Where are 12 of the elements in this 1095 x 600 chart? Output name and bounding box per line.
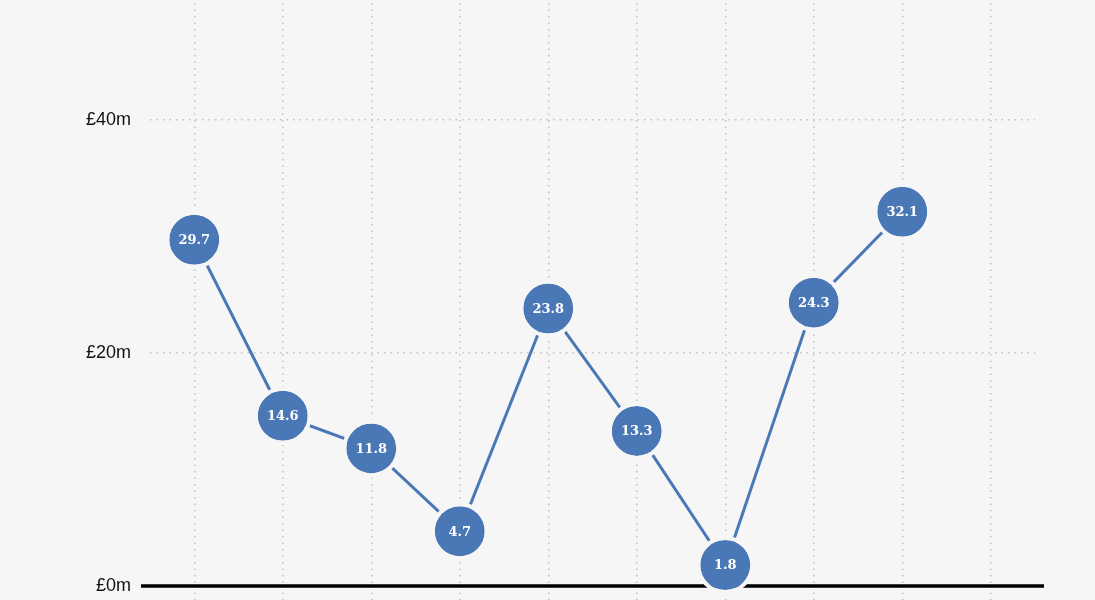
data-label: 1.8 [713,557,737,573]
y-tick-label: £40m [85,108,131,129]
data-label: 13.3 [620,423,653,439]
data-label: 11.8 [355,440,388,456]
data-label: 32.1 [886,204,919,220]
data-label: 4.7 [448,523,472,539]
data-label: 14.6 [266,408,299,424]
data-label: 29.7 [178,232,211,248]
y-tick-label: £0m [95,574,131,595]
data-label: 23.8 [532,300,565,316]
y-tick-label: £20m [85,341,131,362]
data-label: 24.3 [797,295,830,311]
